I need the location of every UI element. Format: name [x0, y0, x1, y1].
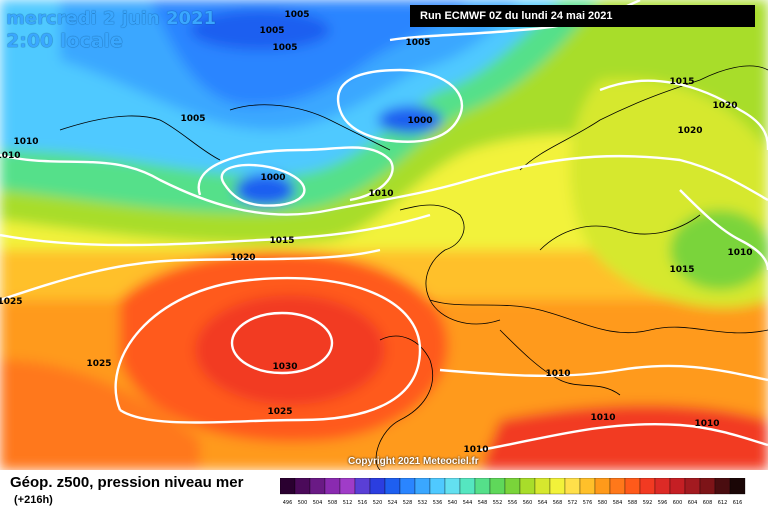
legend-swatch	[339, 478, 356, 495]
legend-value: 516	[358, 500, 368, 506]
legend-swatch	[399, 478, 416, 495]
legend-value: 596	[658, 500, 668, 506]
isobar-label: 1005	[405, 38, 430, 48]
isobar-label: 1010	[0, 151, 21, 161]
legend-value: 524	[388, 500, 398, 506]
legend-swatch	[714, 478, 731, 495]
legend-swatch	[669, 478, 686, 495]
legend-value: 568	[553, 500, 563, 506]
isobar-label: 1010	[368, 189, 393, 199]
legend-swatch	[564, 478, 581, 495]
legend-swatch	[504, 478, 521, 495]
map-title: mercredi 2 juin 2021 2:00 locale	[6, 8, 216, 52]
isobar-label: 1010	[694, 419, 719, 429]
isobar-label: 1015	[269, 236, 294, 246]
isobar-label: 1020	[677, 126, 702, 136]
coastlines	[59, 65, 768, 470]
legend-swatch	[324, 478, 341, 495]
legend-value: 552	[493, 500, 503, 506]
legend-swatch	[429, 478, 446, 495]
forecast-date: mercredi 2 juin 2021	[6, 8, 217, 29]
legend-swatch	[729, 478, 746, 495]
legend-value: 584	[613, 500, 623, 506]
legend-value: 572	[568, 500, 578, 506]
legend-swatch	[534, 478, 551, 495]
isobar-label: 1020	[712, 101, 737, 111]
isobar-label: 1010	[463, 445, 488, 455]
isobar-label: 1000	[260, 173, 285, 183]
legend-value: 540	[448, 500, 458, 506]
isobar-label: 1020	[230, 253, 255, 263]
legend-swatch	[489, 478, 506, 495]
isobar-label: 1015	[669, 77, 694, 87]
legend-swatch	[414, 478, 431, 495]
legend-swatch	[654, 478, 671, 495]
legend-swatch	[280, 478, 296, 495]
isobar-label: 1010	[13, 137, 38, 147]
forecast-time: 2:00 locale	[6, 30, 123, 52]
legend-swatch	[294, 478, 311, 495]
colour-legend: 496 500 504 508 512 516 520 524 528 532 536 540 544 5…	[280, 478, 746, 506]
legend-value: 528	[403, 500, 413, 506]
legend-value: 564	[538, 500, 548, 506]
legend-swatch	[684, 478, 701, 495]
legend-swatch	[309, 478, 326, 495]
forecast-horizon: (+216h)	[14, 494, 53, 506]
isobar-label: 1005	[180, 114, 205, 124]
legend-swatch	[384, 478, 401, 495]
isobar-label: 1005	[284, 10, 309, 20]
legend-swatch	[699, 478, 716, 495]
weather-map: 1005100510051005100510001000101010101015…	[0, 0, 768, 470]
geopotential-field	[0, 0, 768, 470]
isobar-label: 1010	[545, 369, 570, 379]
legend-value: 508	[328, 500, 338, 506]
legend-swatch	[354, 478, 371, 495]
isobar-label: 1030	[272, 362, 297, 372]
legend-value: 588	[628, 500, 638, 506]
run-info: Run ECMWF 0Z du lundi 24 mai 2021	[410, 5, 755, 27]
legend-value: 560	[523, 500, 533, 506]
legend-swatch	[369, 478, 386, 495]
isobar-label: 1005	[259, 26, 284, 36]
legend-value: 504	[313, 500, 323, 506]
legend-swatch	[594, 478, 611, 495]
legend-swatch	[609, 478, 626, 495]
legend-value: 612	[718, 500, 728, 506]
isobar-label: 1025	[0, 297, 23, 307]
legend-value: 536	[433, 500, 443, 506]
legend-swatch	[549, 478, 566, 495]
legend-swatch	[639, 478, 656, 495]
legend-value: 600	[673, 500, 683, 506]
isobar-labels: 1005100510051005100510001000101010101015…	[0, 10, 753, 455]
legend-value: 580	[598, 500, 608, 506]
legend-value: 608	[703, 500, 713, 506]
legend-value: 556	[508, 500, 518, 506]
copyright-notice: Copyright 2021 Meteociel.fr	[348, 456, 479, 467]
legend-swatch	[474, 478, 491, 495]
legend-value: 512	[343, 500, 353, 506]
isobar-label: 1010	[727, 248, 752, 258]
legend-value: 544	[463, 500, 473, 506]
legend-value: 496	[283, 500, 293, 506]
isobar-label: 1015	[669, 265, 694, 275]
isobar-label: 1025	[267, 407, 292, 417]
legend-value: 592	[643, 500, 653, 506]
legend-swatch	[579, 478, 596, 495]
isobar-label: 1005	[272, 43, 297, 53]
legend-value: 604	[688, 500, 698, 506]
legend-value: 616	[733, 500, 743, 506]
legend-swatch	[519, 478, 536, 495]
legend-value: 500	[298, 500, 308, 506]
legend-swatch	[624, 478, 641, 495]
legend-value: 532	[418, 500, 428, 506]
isobar-label: 1025	[86, 359, 111, 369]
legend-value: 576	[583, 500, 593, 506]
map-caption: Géop. z500, pression niveau mer	[10, 474, 244, 491]
legend-value: 520	[373, 500, 383, 506]
legend-value: 548	[478, 500, 488, 506]
legend-swatch	[444, 478, 461, 495]
isobar-label: 1010	[590, 413, 615, 423]
legend-swatch	[459, 478, 476, 495]
isobar-label: 1000	[407, 116, 432, 126]
